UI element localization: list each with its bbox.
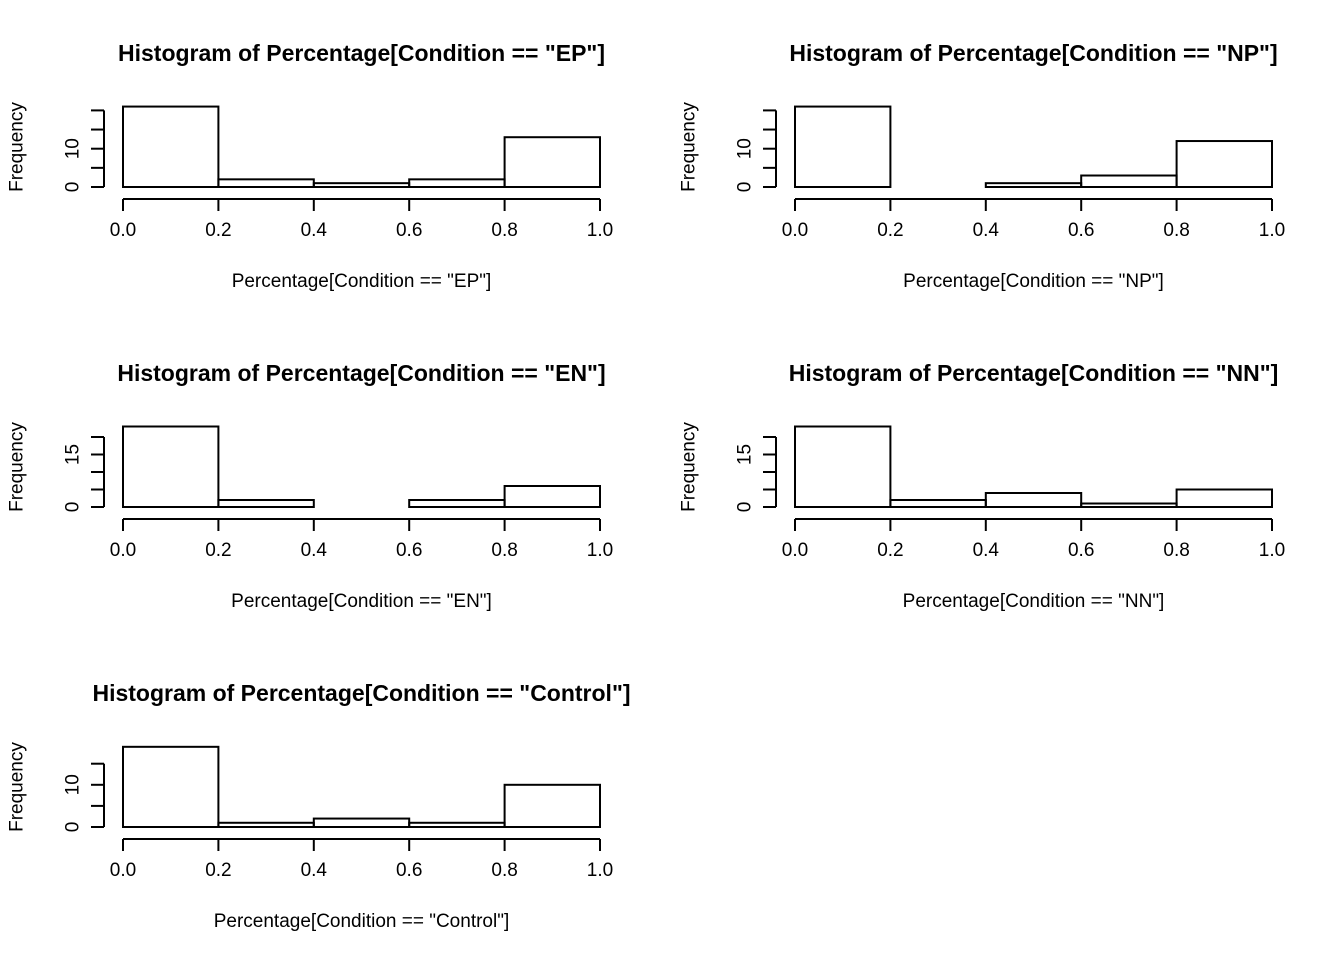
x-tick-label: 0.6 [1068,220,1094,241]
y-tick-label: 10 [735,138,756,159]
histogram-bar [794,105,892,188]
x-axis-label: Percentage[Condition == "EN"] [231,591,492,612]
panel-title: Histogram of Percentage[Condition == "EN… [117,360,605,386]
histogram-bar [1175,488,1273,508]
histogram-bar [503,136,602,189]
y-tick-label: 0 [735,182,756,193]
panel-title: Histogram of Percentage[Condition == "EP… [118,40,605,66]
x-tick-label: 1.0 [587,220,613,241]
x-tick-label: 1.0 [587,540,613,561]
histogram-bar [984,182,1083,188]
histogram-bar [1080,174,1178,188]
x-tick-label: 0.4 [973,220,1000,241]
histogram-bar [889,499,987,508]
x-tick-label: 0.0 [110,220,136,241]
histogram-bar [122,425,220,508]
histogram-panel-1: Histogram of Percentage[Condition == "EP… [7,40,614,292]
y-axis-label: Frequency [7,422,28,512]
histogram-bar [984,492,1083,508]
histogram-bar [503,485,602,508]
x-tick-label: 0.4 [973,540,1000,561]
x-tick-label: 0.6 [396,220,422,241]
x-tick-label: 0.4 [301,860,328,881]
y-tick-label: 0 [735,502,756,513]
y-tick-label: 15 [63,444,84,465]
histogram-panel-2: Histogram of Percentage[Condition == "NP… [679,40,1286,292]
histogram-bar [217,499,315,508]
x-axis-label: Percentage[Condition == "NP"] [903,271,1164,292]
histogram-bar [217,821,315,829]
x-tick-label: 0.2 [205,860,231,881]
x-tick-label: 0.0 [782,540,808,561]
y-tick-label: 0 [63,502,84,513]
y-tick-label: 0 [63,822,84,833]
x-tick-label: 1.0 [1259,220,1285,241]
y-axis-label: Frequency [679,102,700,192]
x-tick-label: 0.0 [110,540,136,561]
panel-title: Histogram of Percentage[Condition == "NP… [789,40,1277,66]
y-tick-label: 15 [735,444,756,465]
x-tick-label: 0.2 [205,540,231,561]
histogram-bar [1175,140,1273,188]
histogram-panel-5: Histogram of Percentage[Condition == "Co… [7,680,631,932]
histogram-bar [217,178,315,188]
x-tick-label: 1.0 [587,860,613,881]
x-tick-label: 0.0 [782,220,808,241]
y-tick-label: 10 [63,774,84,795]
x-tick-label: 0.8 [491,540,517,561]
x-tick-label: 0.2 [877,540,903,561]
histogram-bar [408,499,506,508]
histogram-bar [408,178,506,188]
histogram-bar [408,821,506,829]
x-tick-label: 1.0 [1259,540,1285,561]
y-axis-label: Frequency [7,742,28,832]
histogram-bar [122,105,220,188]
x-tick-label: 0.8 [1163,220,1189,241]
panel-title: Histogram of Percentage[Condition == "Co… [92,680,630,706]
x-tick-label: 0.6 [396,860,422,881]
histogram-panel-4: Histogram of Percentage[Condition == "NN… [679,360,1286,612]
y-tick-label: 0 [63,182,84,193]
x-tick-label: 0.4 [301,220,328,241]
x-tick-label: 0.8 [491,220,517,241]
histogram-panel-3: Histogram of Percentage[Condition == "EN… [7,360,614,612]
histogram-bar [1080,502,1178,508]
x-tick-label: 0.2 [877,220,903,241]
panel-title: Histogram of Percentage[Condition == "NN… [789,360,1279,386]
x-tick-label: 0.6 [396,540,422,561]
y-tick-label: 10 [63,138,84,159]
x-axis-label: Percentage[Condition == "EP"] [232,271,492,292]
x-tick-label: 0.2 [205,220,231,241]
histogram-bar [122,745,220,829]
x-tick-label: 0.0 [110,860,136,881]
x-tick-label: 0.6 [1068,540,1094,561]
histogram-bar [312,817,411,828]
x-tick-label: 0.8 [1163,540,1189,561]
y-axis-label: Frequency [7,102,28,192]
x-axis-label: Percentage[Condition == "Control"] [214,911,510,932]
x-axis-label: Percentage[Condition == "NN"] [903,591,1165,612]
histogram-bar [312,182,411,188]
y-axis-label: Frequency [679,422,700,512]
histogram-bar [503,783,602,828]
x-tick-label: 0.4 [301,540,328,561]
histogram-bar [794,425,892,508]
x-tick-label: 0.8 [491,860,517,881]
